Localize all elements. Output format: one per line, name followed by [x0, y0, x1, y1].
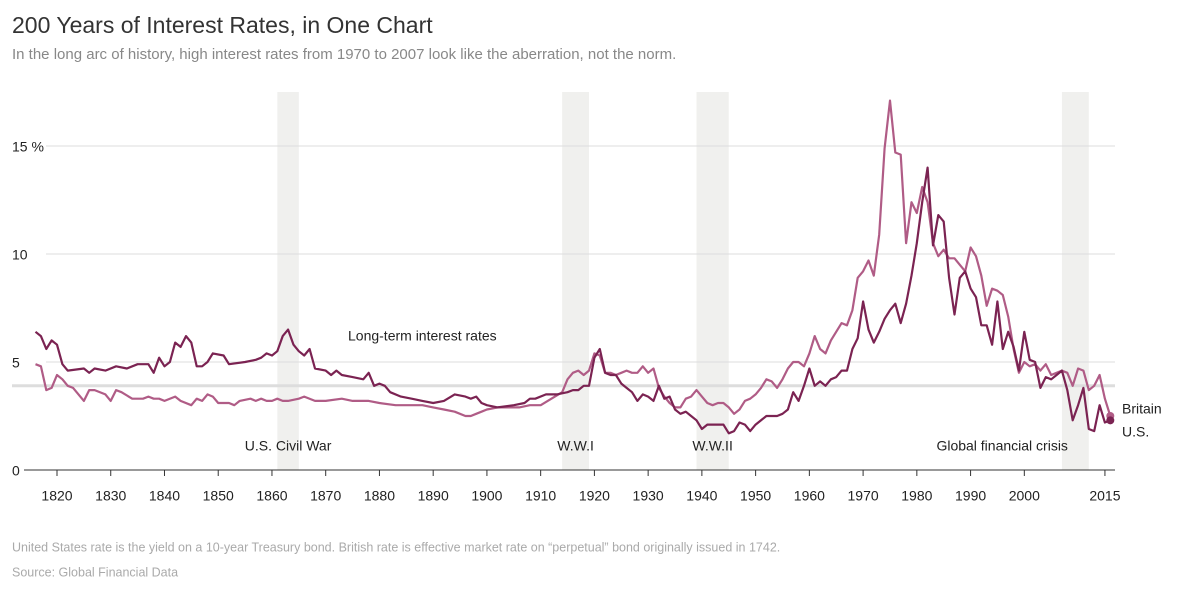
source: Source: Global Financial Data: [12, 565, 178, 579]
x-tick-label: 1860: [256, 488, 287, 504]
end-dot: [1106, 416, 1115, 425]
series-label: Britain: [1122, 401, 1162, 417]
x-tick-label: 1870: [310, 488, 341, 504]
y-tick-label: 10: [12, 247, 28, 263]
period-label: W.W.II: [692, 438, 732, 454]
x-tick-label: 1960: [794, 488, 825, 504]
x-tick-label: 2000: [1009, 488, 1040, 504]
x-tick-label: 1920: [579, 488, 610, 504]
shaded-period: [696, 92, 729, 470]
period-label: U.S. Civil War: [245, 438, 332, 454]
x-tick-label: 1840: [149, 488, 180, 504]
x-tick-label: 1950: [740, 488, 771, 504]
annotation: Long-term interest rates: [348, 328, 497, 344]
footnote: United States rate is the yield on a 10-…: [12, 540, 780, 554]
x-tick-label: 1830: [95, 488, 126, 504]
x-tick-label: 1990: [955, 488, 986, 504]
x-tick-label: 1980: [901, 488, 932, 504]
y-tick-label: 5: [12, 355, 20, 371]
x-tick-label: 1820: [41, 488, 72, 504]
x-tick-label: 1970: [848, 488, 879, 504]
shaded-period: [562, 92, 590, 470]
period-label: W.W.I: [557, 438, 594, 454]
x-tick-label: 1890: [418, 488, 449, 504]
chart-title: 200 Years of Interest Rates, in One Char…: [12, 12, 433, 38]
chart-subtitle: In the long arc of history, high interes…: [12, 46, 676, 63]
x-tick-label: 1850: [203, 488, 234, 504]
series-line: [34, 166, 1111, 435]
y-tick-label: 0: [12, 463, 20, 479]
x-tick-label: 2015: [1089, 488, 1120, 504]
x-tick-label: 1930: [633, 488, 664, 504]
x-tick-label: 1900: [471, 488, 502, 504]
shaded-period: [1061, 92, 1089, 470]
shaded-period: [277, 92, 299, 470]
x-tick-label: 1910: [525, 488, 556, 504]
x-tick-label: 1940: [686, 488, 717, 504]
period-label: Global financial crisis: [936, 438, 1068, 454]
x-tick-label: 1880: [364, 488, 395, 504]
y-tick-label: 15 %: [12, 139, 44, 155]
series-label: U.S.: [1122, 424, 1149, 440]
